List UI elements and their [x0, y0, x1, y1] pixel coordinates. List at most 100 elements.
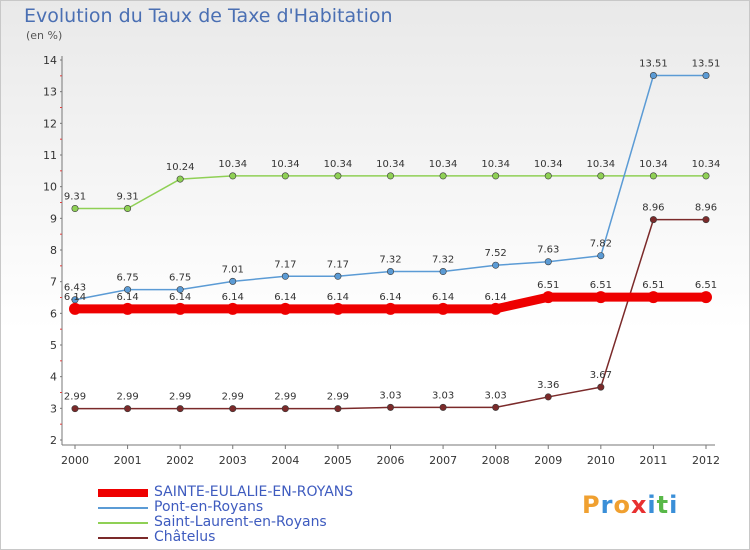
chart-subtitle: (en %) — [26, 29, 63, 42]
data-point — [702, 216, 710, 224]
data-point — [176, 286, 184, 294]
data-point — [229, 277, 237, 285]
data-label: 6.43 — [64, 283, 86, 294]
data-point — [702, 172, 710, 180]
legend-label: SAINTE-EULALIE-EN-ROYANS — [154, 484, 354, 500]
y-tick-label: 11 — [43, 149, 57, 162]
data-point — [439, 403, 447, 411]
x-tick-label: 2004 — [271, 454, 299, 467]
data-label: 3.03 — [379, 390, 401, 401]
data-label: 10.34 — [534, 159, 563, 170]
y-tick-label: 7 — [50, 276, 57, 289]
data-label: 10.34 — [639, 159, 668, 170]
data-point — [174, 302, 187, 315]
data-label: 2.99 — [116, 392, 138, 403]
data-label: 6.14 — [274, 292, 296, 303]
data-label: 9.31 — [64, 192, 86, 203]
logo-letter: t — [656, 491, 670, 519]
data-label: 10.34 — [376, 159, 405, 170]
data-label: 2.99 — [327, 392, 349, 403]
data-point — [386, 172, 394, 180]
data-label: 7.01 — [222, 264, 244, 275]
data-label: 13.51 — [639, 59, 668, 70]
data-label: 9.31 — [116, 192, 138, 203]
legend-swatch — [98, 488, 148, 497]
chart-title: Evolution du Taux de Taxe d'Habitation — [24, 5, 393, 27]
y-tick-label: 6 — [50, 307, 57, 320]
y-tick-label: 13 — [43, 86, 57, 99]
x-tick-label: 2000 — [61, 454, 89, 467]
data-label: 6.14 — [64, 292, 86, 303]
data-point — [229, 405, 237, 413]
data-point — [649, 216, 657, 224]
x-tick-label: 2007 — [429, 454, 457, 467]
x-tick-label: 2005 — [324, 454, 352, 467]
data-point — [544, 258, 552, 266]
data-label: 2.99 — [64, 392, 86, 403]
data-point — [331, 302, 344, 315]
data-point — [647, 291, 660, 304]
data-point — [124, 405, 132, 413]
data-label: 10.34 — [271, 159, 300, 170]
data-label: 10.24 — [166, 162, 195, 173]
data-point — [334, 172, 342, 180]
data-label: 2.99 — [274, 392, 296, 403]
data-label: 10.34 — [218, 159, 247, 170]
data-label: 10.34 — [324, 159, 353, 170]
data-label: 8.96 — [695, 203, 717, 214]
data-label: 6.51 — [537, 280, 559, 291]
data-label: 10.34 — [481, 159, 510, 170]
legend-swatch — [98, 521, 148, 524]
data-label: 2.99 — [222, 392, 244, 403]
data-point — [649, 72, 657, 80]
logo-letter: P — [582, 491, 601, 519]
logo-letter: i — [647, 491, 657, 519]
data-label: 6.51 — [590, 280, 612, 291]
x-tick-label: 2003 — [219, 454, 247, 467]
data-point — [544, 393, 552, 401]
data-label: 3.03 — [432, 390, 454, 401]
data-point — [439, 172, 447, 180]
x-tick-label: 2008 — [482, 454, 510, 467]
data-point — [649, 172, 657, 180]
data-label: 6.14 — [485, 292, 507, 303]
data-label: 3.67 — [590, 370, 612, 381]
y-tick-label: 10 — [43, 181, 57, 194]
y-tick-label: 2 — [50, 434, 57, 447]
legend-swatch — [98, 536, 148, 539]
data-label: 7.52 — [485, 248, 507, 259]
data-point — [597, 383, 605, 391]
data-label: 6.14 — [432, 292, 454, 303]
x-tick-label: 2010 — [587, 454, 615, 467]
data-label: 6.14 — [116, 292, 138, 303]
data-point — [386, 268, 394, 276]
data-label: 3.36 — [537, 380, 559, 391]
data-point — [281, 272, 289, 280]
y-tick-label: 3 — [50, 402, 57, 415]
x-tick-label: 2009 — [534, 454, 562, 467]
data-point — [229, 172, 237, 180]
logo-letter: i — [669, 491, 679, 519]
legend-item-pont-en-royans: Pont-en-Royans — [98, 500, 263, 515]
data-label: 13.51 — [692, 59, 721, 70]
data-point — [542, 291, 555, 304]
data-label: 6.14 — [222, 292, 244, 303]
y-tick-label: 8 — [50, 244, 57, 257]
y-tick-label: 4 — [50, 371, 57, 384]
legend-item-chatelus: Châtelus — [98, 530, 215, 545]
data-point — [279, 302, 292, 315]
proxiti-logo: Proxiti — [582, 491, 678, 519]
data-point — [489, 302, 502, 315]
data-label: 7.32 — [432, 255, 454, 266]
x-tick-label: 2012 — [692, 454, 720, 467]
data-point — [124, 205, 132, 213]
data-label: 6.75 — [116, 273, 138, 284]
data-label: 2.99 — [169, 392, 191, 403]
data-label: 7.17 — [274, 259, 296, 270]
data-label: 6.14 — [379, 292, 401, 303]
data-label: 6.14 — [327, 292, 349, 303]
x-tick-label: 2001 — [114, 454, 142, 467]
data-point — [384, 302, 397, 315]
